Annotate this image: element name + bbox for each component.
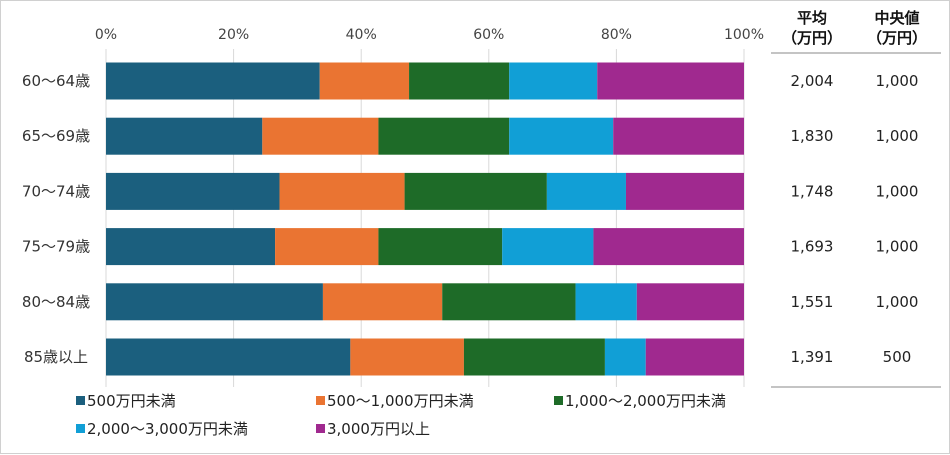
legend: 500万円未満 500～1,000万円未満 1,000～2,000万円未満 2,000… [76,392,726,438]
median-value: 1,000 [876,72,919,90]
bar-segment [275,228,379,266]
bar-segment [613,117,744,155]
table-header-unit: （万円） [867,29,927,47]
legend-swatch [316,396,325,405]
x-tick-label: 0% [95,27,117,43]
legend-swatch [554,396,563,405]
median-value: 1,000 [876,238,919,256]
legend-swatch [76,396,85,405]
table-header-label: 平均 [797,9,827,27]
category-label: 75～79歳 [22,238,90,256]
median-value: 1,000 [876,182,919,200]
bar-segment [262,117,379,155]
bar-segment [319,62,410,100]
category-label: 65～69歳 [22,127,90,145]
average-value: 1,391 [791,348,834,366]
bar-segment [106,62,320,100]
x-axis-ticks: 0% 20% 40% 60% 80% 100% [95,27,764,43]
bar-segment [575,283,637,321]
bar-segment [322,283,443,321]
legend-label: 500万円未満 [87,392,176,410]
bar-segment [463,338,605,376]
median-value: 500 [883,348,912,366]
x-tick-label: 60% [473,27,504,43]
bar-segment [378,228,503,266]
x-tick-label: 80% [601,27,632,43]
average-value: 2,004 [791,72,834,90]
bar-segment [409,62,510,100]
bar-segment [106,283,323,321]
category-label: 85歳以上 [24,348,88,366]
grid-lines [105,49,745,387]
category-label: 60～64歳 [22,72,90,90]
bar-segment [593,228,744,266]
legend-swatch [316,424,325,433]
bar-segment [106,338,351,376]
bar-segment [404,172,547,210]
bar-segment [546,172,626,210]
summary-table: 2,004 1,000 1,830 1,000 1,748 1,000 1,693 1,000… [771,9,941,388]
category-label: 80～84歳 [22,293,90,311]
bar-segment [279,172,405,210]
x-tick-label: 40% [346,27,377,43]
median-value: 1,000 [876,293,919,311]
median-value: 1,000 [876,127,919,145]
average-value: 1,748 [791,182,834,200]
legend-swatch [76,424,85,433]
bar-segment [645,338,744,376]
x-tick-label: 100% [724,27,764,43]
bar-segment [604,338,646,376]
bar-segment [350,338,464,376]
bars [106,62,744,376]
table-header-unit: （万円） [782,29,842,47]
legend-label: 2,000～3,000万円未満 [87,420,248,438]
legend-label: 500～1,000万円未満 [327,392,474,410]
average-value: 1,693 [791,238,834,256]
average-value: 1,551 [791,293,834,311]
bar-segment [597,62,744,100]
bar-segment [636,283,744,321]
legend-label: 1,000～2,000万円未満 [565,392,726,410]
bar-segment [106,172,280,210]
category-labels: 60～64歳 65～69歳 70～74歳 75～79歳 80～84歳 85歳以上 [22,72,90,366]
table-header-label: 中央値 [874,9,919,27]
category-label: 70～74歳 [22,182,90,200]
bar-segment [502,228,594,266]
bar-segment [509,117,614,155]
x-tick-label: 20% [218,27,249,43]
bar-segment [106,117,263,155]
bar-segment [442,283,576,321]
average-value: 1,830 [791,127,834,145]
bar-segment [106,228,276,266]
bar-segment [378,117,510,155]
bar-segment [625,172,744,210]
legend-label: 3,000万円以上 [327,420,430,438]
bar-segment [509,62,598,100]
